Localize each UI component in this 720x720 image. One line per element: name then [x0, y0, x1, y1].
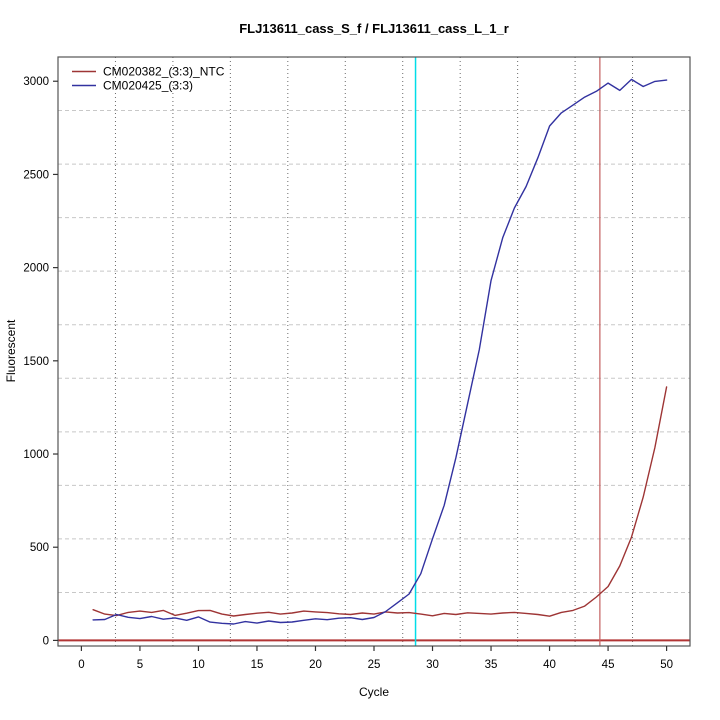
y-tick-label: 500 [30, 542, 49, 554]
x-tick-label: 5 [137, 659, 143, 671]
x-tick-label: 45 [602, 659, 615, 671]
x-tick-label: 50 [660, 659, 673, 671]
x-tick-label: 0 [78, 659, 84, 671]
y-tick-label: 3000 [23, 76, 49, 88]
y-tick-label: 2500 [23, 169, 49, 181]
x-tick-label: 40 [543, 659, 556, 671]
x-axis-label: Cycle [359, 685, 389, 699]
x-tick-label: 25 [368, 659, 381, 671]
x-tick-label: 20 [309, 659, 322, 671]
x-tick-label: 30 [426, 659, 439, 671]
y-axis-label: Fluorescent [4, 319, 18, 382]
legend-label-ntc: CM020382_(3:3)_NTC [103, 65, 225, 79]
y-tick-label: 1500 [23, 356, 49, 368]
legend-label-sample: CM020425_(3:3) [103, 79, 193, 93]
x-tick-label: 10 [192, 659, 205, 671]
chart-title: FLJ13611_cass_S_f / FLJ13611_cass_L_1_r [239, 21, 509, 36]
chart-dynamic-layer: 0 5 10 15 20 25 30 35 40 45 5005001000150020002500… [23, 56, 691, 671]
series-curve-0 [92, 386, 668, 617]
y-tick-label: 0 [43, 635, 49, 647]
series-curve-1 [92, 78, 668, 625]
x-tick-label: 15 [251, 659, 264, 671]
plot-box [57, 56, 691, 647]
x-tick-label: 35 [485, 659, 498, 671]
y-tick-label: 2000 [23, 263, 49, 275]
y-tick-label: 1000 [23, 449, 49, 461]
legend: CM020382_(3:3)_NTC CM020425_(3:3) [72, 65, 225, 93]
